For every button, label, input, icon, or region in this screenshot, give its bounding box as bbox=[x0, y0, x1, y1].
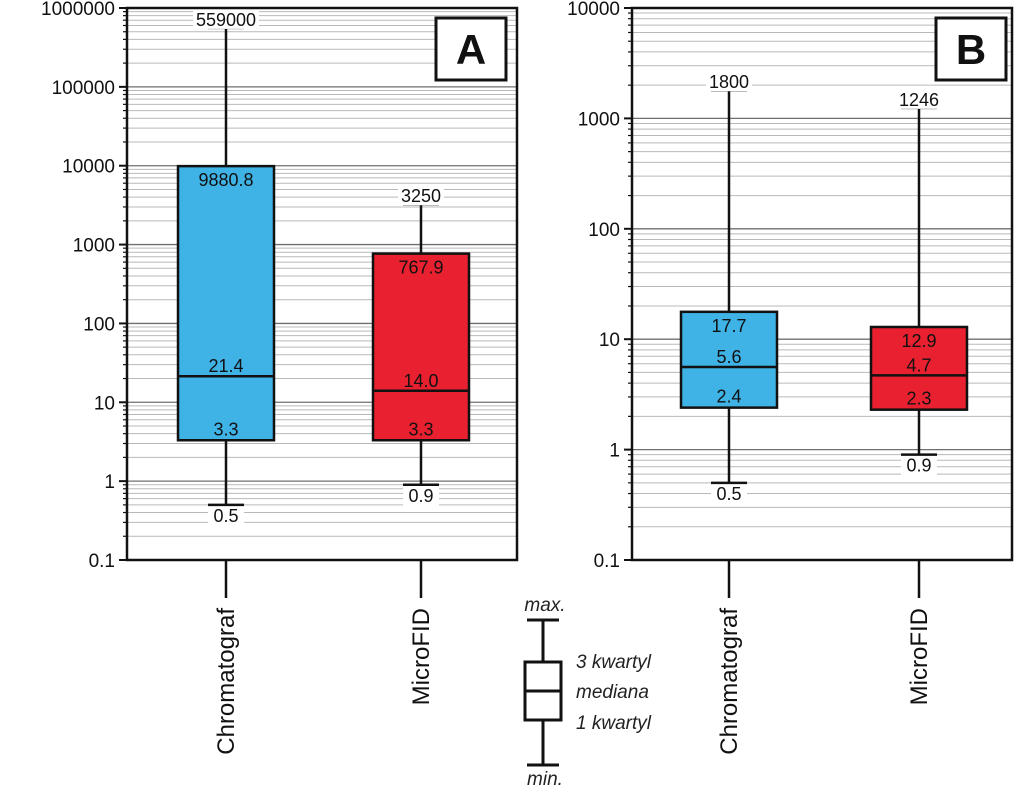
y-tick-label: 1 bbox=[609, 441, 620, 462]
max-label: 3250 bbox=[401, 186, 441, 206]
q3-label: 9880.8 bbox=[198, 170, 253, 190]
y-tick-label: 1 bbox=[104, 472, 115, 493]
y-tick-label: 1000 bbox=[578, 109, 620, 130]
median-label: 14.0 bbox=[403, 371, 438, 391]
median-label: 5.6 bbox=[716, 347, 741, 367]
y-tick-label: 0.1 bbox=[89, 551, 115, 572]
min-label: 0.9 bbox=[408, 486, 433, 506]
y-tick-label: 1000 bbox=[73, 236, 115, 257]
y-tick-label: 100000 bbox=[52, 78, 115, 99]
panel-label: B bbox=[956, 26, 986, 73]
iqr-box bbox=[371, 252, 471, 442]
iqr-box bbox=[176, 164, 276, 442]
min-label-bg bbox=[901, 456, 937, 476]
panel-label-box bbox=[434, 16, 508, 82]
box-legend: max. 3 kwartyl mediana 1 kwartyl min. bbox=[523, 595, 652, 790]
legend-median-label: mediana bbox=[576, 682, 649, 703]
panel-a: 0.1 1 10 100 1000 10000 100000 1000000 559000 0.5… bbox=[41, 0, 519, 755]
q3-label: 12.9 bbox=[901, 331, 936, 351]
legend-max-label: max. bbox=[524, 595, 565, 616]
q1-label: 3.3 bbox=[213, 419, 238, 439]
legend-min-label: min. bbox=[527, 769, 563, 788]
min-label: 0.5 bbox=[716, 484, 741, 504]
x-category-label: MicroFID bbox=[408, 608, 435, 705]
plot-frame bbox=[630, 6, 1014, 562]
y-tick-label: 0.1 bbox=[594, 551, 620, 572]
y-tick-label: 1000000 bbox=[41, 0, 115, 20]
y-tick-label: 10 bbox=[599, 330, 620, 351]
legend-q1-label: 1 kwartyl bbox=[576, 713, 652, 734]
y-tick-label: 100 bbox=[588, 220, 620, 241]
min-label-bg bbox=[711, 484, 747, 504]
iqr-box bbox=[869, 325, 969, 411]
panel-label: A bbox=[456, 26, 486, 73]
q3-label: 17.7 bbox=[711, 316, 746, 336]
q1-label: 2.4 bbox=[716, 387, 741, 407]
min-label: 0.5 bbox=[213, 506, 238, 526]
legend-q3-label: 3 kwartyl bbox=[576, 652, 652, 673]
max-label-bg bbox=[398, 187, 444, 206]
max-label: 559000 bbox=[196, 10, 256, 30]
max-label: 1246 bbox=[899, 90, 939, 110]
q1-label: 2.3 bbox=[906, 389, 931, 409]
panel-b: 0.1 1 10 100 1000 10000 1800 0.5 17.7 5.6 2.4 Chrom… bbox=[567, 0, 1014, 755]
max-label-bg bbox=[706, 73, 752, 92]
min-label: 0.9 bbox=[906, 456, 931, 476]
max-label-bg bbox=[896, 90, 942, 109]
min-label-bg bbox=[208, 506, 244, 526]
x-category-label: MicroFID bbox=[906, 608, 933, 705]
median-label: 21.4 bbox=[208, 356, 243, 376]
median-label: 4.7 bbox=[906, 355, 931, 375]
y-tick-label: 100 bbox=[83, 314, 115, 335]
min-label-bg bbox=[403, 486, 439, 506]
panel-label-box bbox=[934, 16, 1008, 82]
x-category-label: Chromatograf bbox=[716, 608, 743, 755]
iqr-box bbox=[679, 310, 779, 409]
plot-frame bbox=[125, 6, 519, 562]
y-tick-label: 10000 bbox=[567, 0, 620, 20]
q3-label: 767.9 bbox=[398, 258, 443, 278]
q1-label: 3.3 bbox=[408, 419, 433, 439]
max-label: 1800 bbox=[709, 72, 749, 92]
y-tick-label: 10000 bbox=[62, 157, 115, 178]
max-label-bg bbox=[193, 10, 259, 29]
y-tick-label: 10 bbox=[94, 393, 115, 414]
x-category-label: Chromatograf bbox=[213, 608, 240, 755]
